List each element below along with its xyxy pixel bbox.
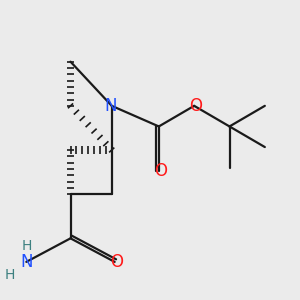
Text: H: H [5,268,15,282]
Text: H: H [21,239,32,253]
Text: O: O [154,162,167,180]
Text: O: O [189,97,202,115]
Text: N: N [104,97,116,115]
Text: N: N [20,253,33,271]
Text: O: O [110,253,123,271]
